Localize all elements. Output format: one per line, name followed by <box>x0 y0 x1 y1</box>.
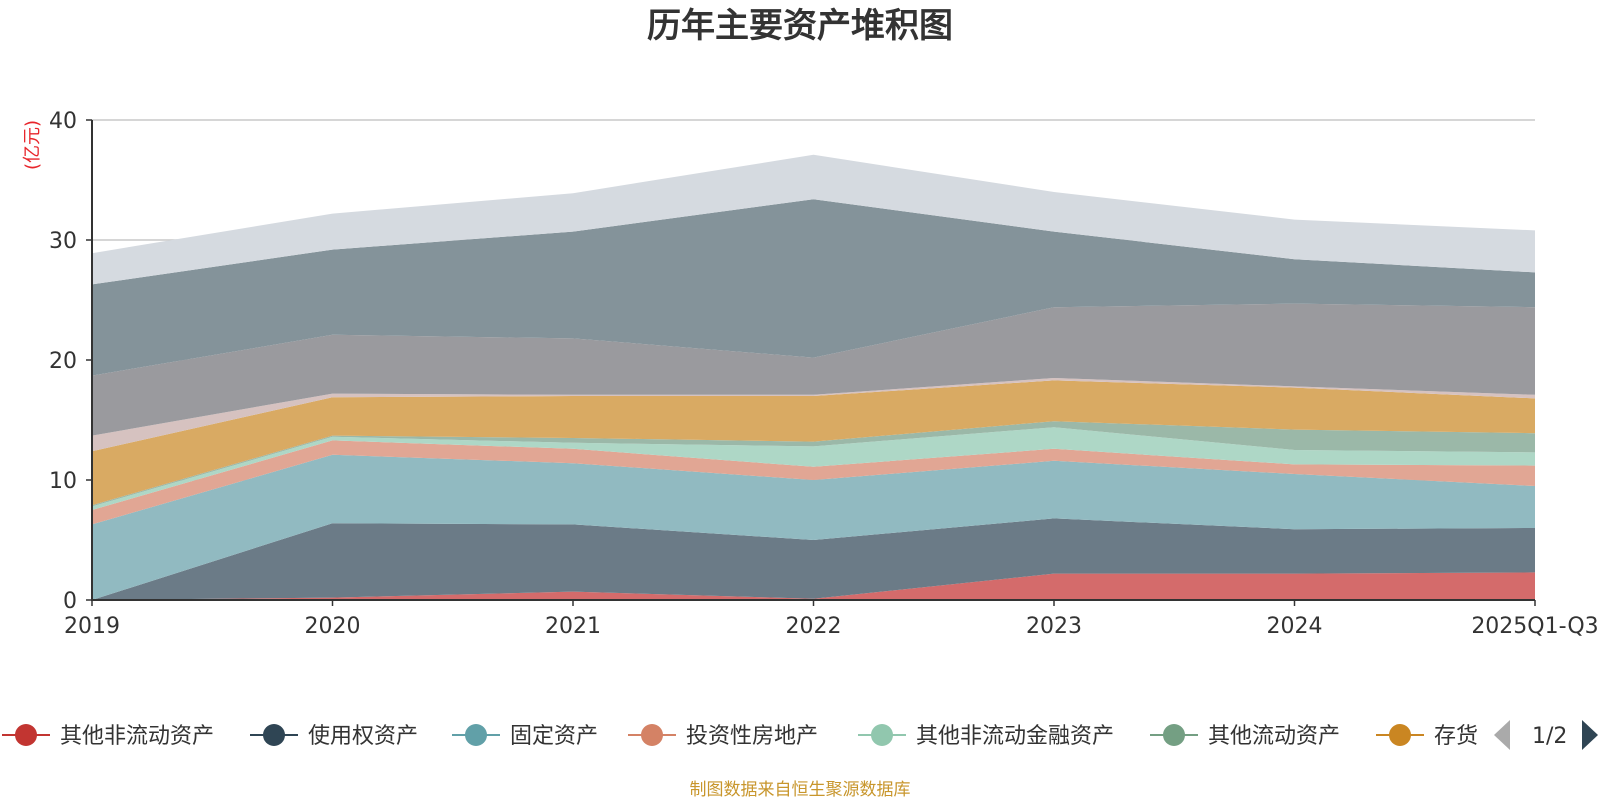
legend-marker <box>1163 724 1185 746</box>
y-tick-label: 0 <box>63 589 77 614</box>
legend-next-page-icon[interactable] <box>1582 720 1598 750</box>
data-source-note: 制图数据来自恒生聚源数据库 <box>690 780 911 800</box>
legend-page-indicator: 1/2 <box>1532 724 1567 749</box>
x-tick-label: 2020 <box>305 614 361 639</box>
y-tick-label: 30 <box>49 229 77 254</box>
legend-marker <box>641 724 663 746</box>
legend-label: 其他非流动金融资产 <box>916 724 1114 749</box>
area-series-7 <box>92 380 1535 506</box>
legend-label: 固定资产 <box>510 724 598 749</box>
legend-item[interactable]: 投资性房地产 <box>628 724 818 749</box>
legend-label: 投资性房地产 <box>686 724 818 749</box>
area-series-8 <box>92 378 1535 452</box>
y-axis-unit-label: (亿元) <box>22 120 43 170</box>
area-series-5 <box>92 427 1535 510</box>
axes: 0 10 20 30 40 2019 2020 2021 2022 2023 2024 2025Q1-… <box>49 109 1599 639</box>
legend-marker <box>15 724 37 746</box>
x-tick-label: 2024 <box>1267 614 1323 639</box>
area-series-2 <box>92 518 1535 600</box>
area-series-1 <box>92 572 1535 600</box>
legend-marker <box>1389 724 1411 746</box>
legend-label: 使用权资产 <box>308 724 418 749</box>
legend-label: 其他非流动资产 <box>60 724 214 749</box>
legend-marker <box>465 724 487 746</box>
area-series-3 <box>92 454 1535 600</box>
x-tick-label: 2022 <box>786 614 842 639</box>
legend-item[interactable]: 使用权资产 <box>250 724 418 749</box>
area-series-4 <box>92 440 1535 525</box>
y-tick-label: 40 <box>49 109 77 134</box>
x-tick-label: 2019 <box>64 614 120 639</box>
area-series-10 <box>92 199 1535 376</box>
legend-item[interactable]: 其他非流动金融资产 <box>858 724 1114 749</box>
legend-item[interactable]: 其他非流动资产 <box>2 724 214 749</box>
area-series-9 <box>92 303 1535 436</box>
x-tick-label: 2021 <box>545 614 601 639</box>
legend-label: 存货 <box>1434 724 1478 749</box>
x-tick-label: 2025Q1-Q3 <box>1471 614 1598 639</box>
legend-item[interactable]: 存货 <box>1376 724 1478 749</box>
x-tick-label: 2023 <box>1026 614 1082 639</box>
area-series-11 <box>92 154 1535 285</box>
y-tick-label: 10 <box>49 469 77 494</box>
legend-item[interactable]: 固定资产 <box>452 724 598 749</box>
area-series <box>92 154 1535 600</box>
y-tick-label: 20 <box>49 349 77 374</box>
chart-title: 历年主要资产堆积图 <box>647 6 953 46</box>
legend: 其他非流动资产 使用权资产 固定资产 投资性房地产 其他非流动金融资产 其他流动资产 存货 1… <box>2 720 1598 750</box>
legend-marker <box>871 724 893 746</box>
legend-prev-page-icon[interactable] <box>1494 720 1510 750</box>
legend-label: 其他流动资产 <box>1208 724 1340 749</box>
legend-item[interactable]: 其他流动资产 <box>1150 724 1340 749</box>
legend-marker <box>263 724 285 746</box>
